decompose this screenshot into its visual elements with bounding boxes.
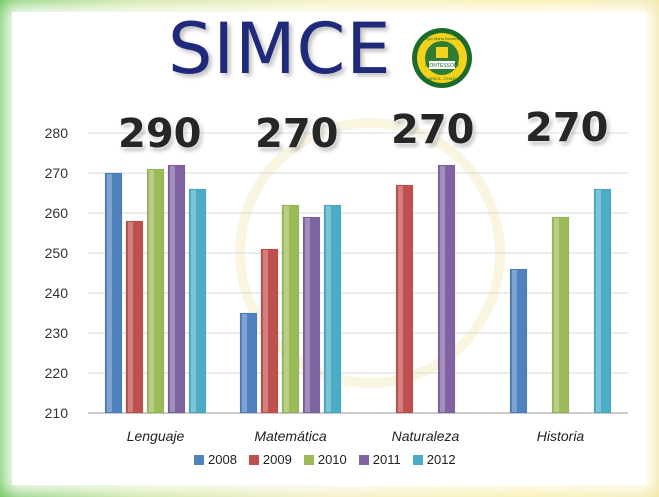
legend-item-2009: 2009 [248,452,292,467]
legend-label: 2008 [208,452,237,467]
bar-highlight [107,174,112,412]
legend-item-2010: 2010 [303,452,347,467]
bar-highlight [326,206,331,412]
chart-legend: 2008 2009 2010 2011 2012 [194,452,456,467]
legend-swatch [248,454,259,465]
bar-2009-1 [260,248,279,414]
bar-2010-0 [146,168,165,414]
bar-highlight [440,166,445,412]
bar-highlight [596,190,601,412]
bar-highlight [170,166,175,412]
y-tick-label: 260 [45,205,69,221]
legend-swatch [303,454,314,465]
x-tick-label: Historia [537,428,585,444]
bar-highlight [191,190,196,412]
legend-swatch [194,454,204,465]
annotation-lenguaje: 290 [118,111,202,157]
bar-highlight [398,186,403,412]
bar-2012-1 [323,204,342,414]
y-tick-label: 270 [45,165,69,181]
y-tick-label: 280 [45,125,69,141]
legend-label: 2010 [317,452,347,467]
bar-2010-3 [551,216,570,414]
bar-2008-3 [509,268,528,414]
annotation-matematica: 270 [255,111,339,157]
bar-2011-0 [167,164,186,414]
school-logo-icon: MONTESSORI Colegio María Montessori ARIC… [412,28,472,88]
annotation-naturaleza: 270 [391,107,475,153]
bar-highlight [554,218,559,412]
bar-highlight [128,222,133,412]
bar-highlight [242,314,247,412]
legend-item-2008: 2008 [194,452,237,467]
page-title: SIMCE [168,8,392,90]
legend-swatch [358,454,369,465]
bar-highlight [149,170,154,412]
y-tick-label: 210 [45,405,69,421]
bar-2008-1 [239,312,258,414]
x-tick-label: Lenguaje [127,428,185,444]
annotation-historia: 270 [525,105,609,151]
bar-2010-1 [281,204,300,414]
y-tick-label: 240 [45,285,69,301]
bar-highlight [512,270,517,412]
legend-item-2012: 2012 [412,452,456,467]
legend-label: 2011 [372,452,401,467]
bar-2011-2 [437,164,456,414]
bar-highlight [305,218,310,412]
bar-2011-1 [302,216,321,414]
svg-text:Colegio María Montessori: Colegio María Montessori [419,36,465,41]
legend-swatch [412,454,423,465]
bar-highlight [263,250,268,412]
y-tick-label: 230 [45,325,69,341]
x-tick-label: Naturaleza [392,428,460,444]
legend-label: 2009 [262,452,292,467]
legend-label: 2012 [426,452,456,467]
svg-text:MONTESSORI: MONTESSORI [425,63,459,69]
bar-highlight [284,206,289,412]
bar-2009-2 [395,184,414,414]
x-tick-label: Matemática [254,428,327,444]
legend-item-2011: 2011 [358,452,401,467]
y-tick-label: 220 [45,365,69,381]
bar-2009-0 [125,220,144,414]
bar-2012-0 [188,188,207,414]
bar-2008-0 [104,172,123,414]
y-tick-label: 250 [45,245,69,261]
svg-text:ARICA - CHILE: ARICA - CHILE [428,76,456,81]
bar-2012-3 [593,188,612,414]
